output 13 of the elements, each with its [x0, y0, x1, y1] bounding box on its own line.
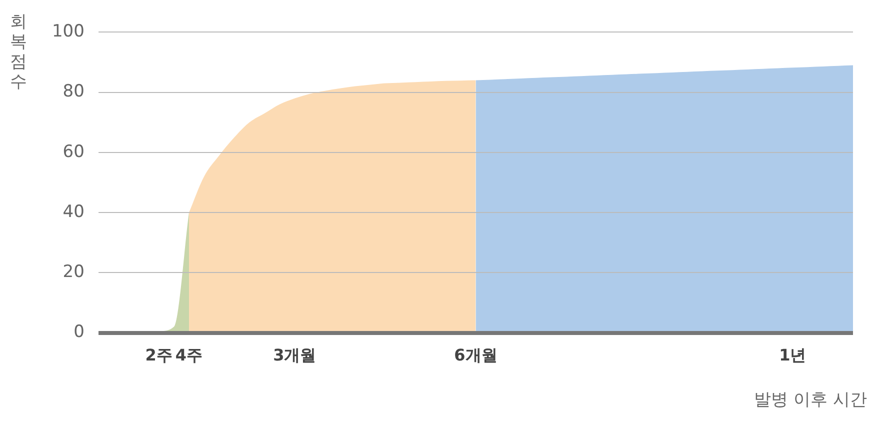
y-tick-label: 60 — [62, 142, 84, 162]
x-axis-title: 발병 이후 시간 — [754, 389, 867, 411]
y-tick-label: 80 — [62, 82, 84, 102]
x-tick-label: 6개월 — [454, 346, 498, 365]
x-tick-label: 1년 — [779, 346, 806, 365]
y-tick-label: 0 — [74, 322, 84, 342]
x-tick-label: 4주 — [175, 346, 203, 365]
y-tick-label: 100 — [52, 22, 84, 42]
x-tick-label: 3개월 — [273, 346, 316, 365]
y-axis-title: 회복점수 — [10, 12, 28, 92]
y-tick-label: 20 — [62, 262, 84, 282]
y-tick-label: 40 — [62, 202, 84, 222]
x-tick-label: 2주 — [145, 346, 172, 365]
